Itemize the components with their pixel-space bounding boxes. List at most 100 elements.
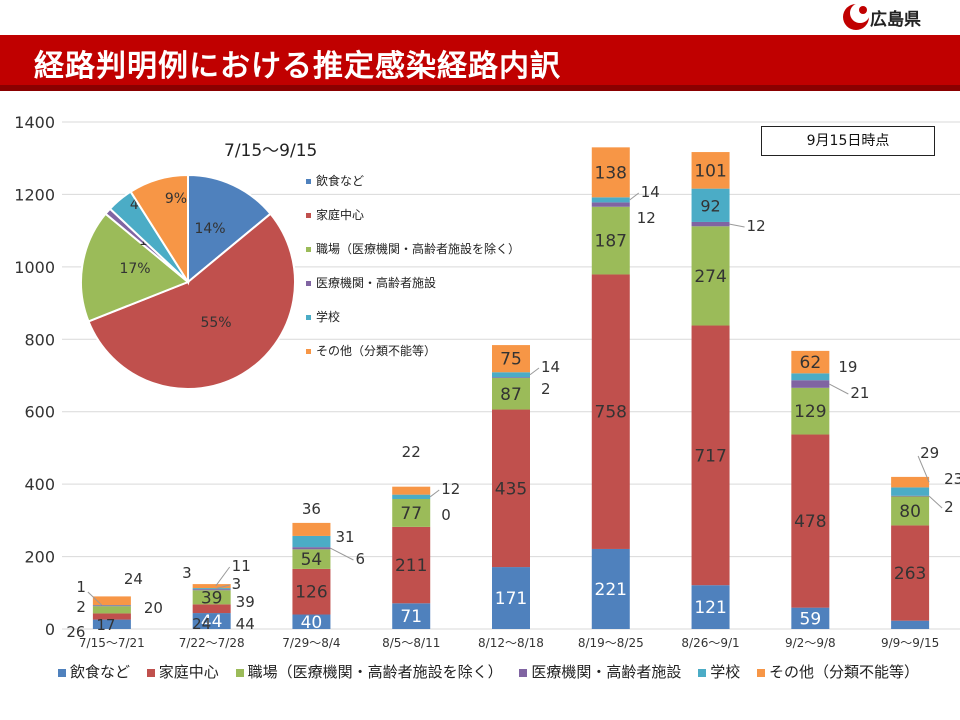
data-label: 23 [944,470,960,488]
y-tick-label: 400 [24,475,55,494]
org-name: 広島県 [870,10,921,30]
x-tick-label: 7/29～8/4 [282,636,340,650]
bar-segment [492,567,530,629]
data-label: 435 [495,479,527,499]
bar-segment [591,548,630,629]
data-label: 22 [402,443,421,461]
data-label: 80 [899,502,921,522]
x-tick-label: 8/19～8/25 [578,636,644,650]
bar-segment [492,372,530,378]
bar-segment [691,585,730,629]
legend-item: 医療機関・高齢者施設 [519,661,681,682]
bar-segment [292,547,331,550]
bar-segment [591,274,630,549]
pie-legend-item: 学校 [306,308,340,325]
data-label: 263 [894,564,926,584]
data-label: 71 [400,607,422,627]
pie-legend-item: 飲食など [306,172,364,189]
x-tick-label: 8/26～9/1 [681,636,739,650]
pie-legend-item: 医療機関・高齢者施設 [306,274,436,291]
x-tick-label: 8/5～8/11 [382,636,440,650]
data-label: 26 [66,623,85,641]
data-label: 0 [441,506,451,524]
bar-segment [192,590,231,605]
bar-segment [691,325,730,586]
bar-segment [392,498,431,527]
data-label: 6 [355,550,365,568]
bar-segment [891,495,930,497]
bar-segment [292,614,331,629]
legend-item: 飲食など [58,661,130,682]
pie-slice [129,173,189,286]
bar-segment [791,373,830,381]
leader-line [215,566,231,587]
data-label: 14 [641,183,660,201]
data-label: 17 [96,616,115,634]
leader-line [330,547,354,561]
bar-segment [791,434,830,608]
data-label: 101 [694,161,726,181]
bar-segment [791,607,830,629]
bar-segment [392,526,431,604]
data-label: 92 [700,196,720,215]
data-label: 24 [124,570,143,588]
data-label: 187 [595,232,627,252]
legend-item: 職場（医療機関・高齢者施設を除く） [235,661,503,682]
bar-segment [891,487,930,496]
bar-segment [292,535,331,548]
pie-label: 17% [119,261,150,277]
x-tick-label: 9/2～9/8 [785,636,836,650]
data-label: 24 [192,615,211,633]
bar-segment [492,377,530,379]
data-label: 39 [236,593,255,611]
bar-segment [392,494,431,499]
bar-segment [492,378,530,410]
data-label: 138 [595,163,627,183]
data-label: 121 [694,598,726,618]
data-label: 40 [301,613,323,633]
leader-line [215,584,230,590]
bar-segment [891,525,930,621]
leader-line [529,367,540,376]
bar-segment [691,221,730,227]
data-label: 44 [201,612,223,632]
y-tick-label: 600 [24,403,55,422]
bar-segment [591,206,630,275]
bar-segment [691,226,730,326]
pie-label: 14% [194,221,225,237]
bar-segment [691,188,730,222]
leader-line [829,383,849,395]
bar-segment [591,147,630,198]
data-label: 36 [302,500,321,518]
chart-legend: 飲食など 家庭中心 職場（医療機関・高齢者施設を除く） 医療機関・高齢者施設 学… [58,661,958,683]
data-label: 87 [500,385,522,405]
data-label: 59 [800,609,822,629]
bar-segment [591,202,630,207]
bar-segment [192,613,231,629]
leader-line [629,192,640,201]
pie-slice [187,173,272,285]
bar-segment [492,409,530,568]
x-tick-label: 8/12～8/18 [478,636,544,650]
data-label: 62 [800,353,822,373]
data-label: 44 [236,615,255,633]
data-label: 12 [441,480,460,498]
data-label: 29 [920,444,939,462]
bar-segment [92,619,131,629]
bar-segment [392,486,431,495]
bar-segment [92,596,131,606]
pie-label: 55% [200,315,231,331]
bar-segment [591,197,630,203]
data-label: 211 [395,556,427,576]
page-title: 経路判明例における推定感染経路内訳 [34,49,561,84]
pie-slice [80,212,190,323]
bar-segment [192,604,231,614]
pie-legend-item: 職場（医療機関・高齢者施設を除く） [306,240,520,257]
data-label: 19 [838,358,857,376]
y-tick-label: 1000 [14,258,55,277]
data-label: 126 [295,583,327,603]
bar-segment [92,606,131,614]
bar-segment [891,620,930,629]
leader-line [917,455,930,483]
bar-segment [92,605,131,607]
